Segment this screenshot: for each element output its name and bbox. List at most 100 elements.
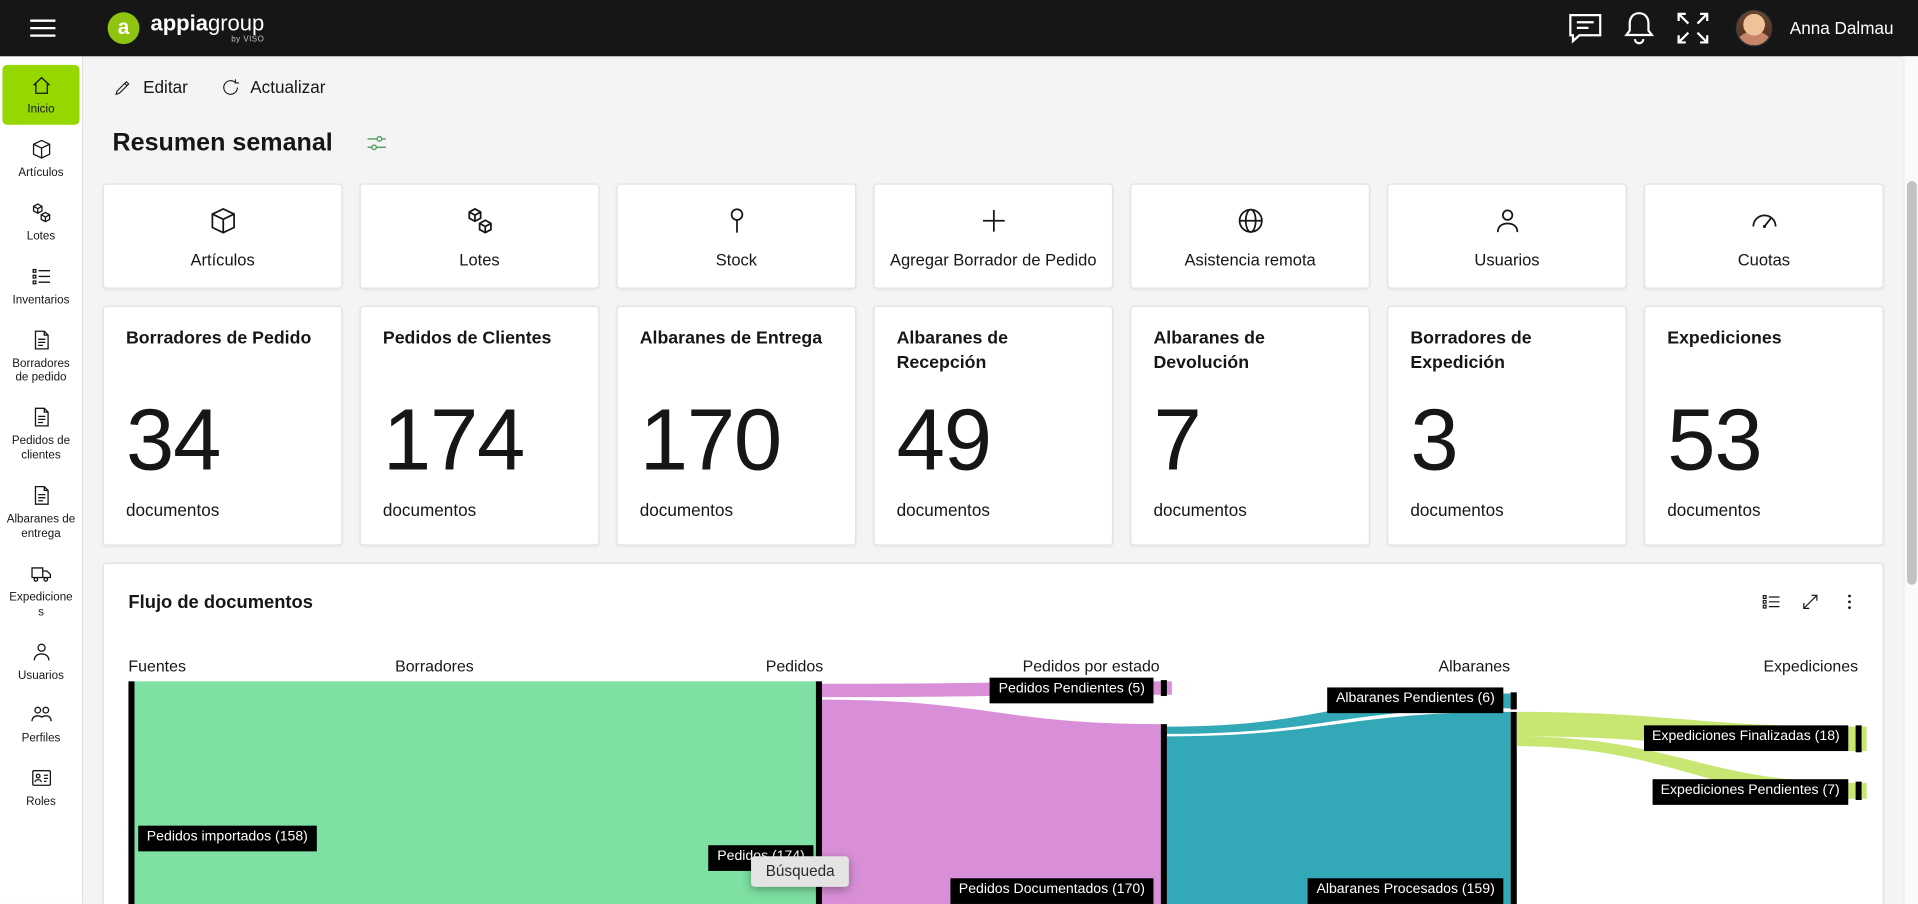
stat-card-borradores-de-expedicion[interactable]: Borradores de Expedición 3 documentos: [1387, 305, 1627, 546]
sankey-label-expediciones-pendientes[interactable]: Expediciones Pendientes (7): [1652, 779, 1849, 805]
overflow-menu-button[interactable]: [1834, 586, 1866, 618]
sankey-node-albaranes-pendientes[interactable]: [1510, 692, 1517, 710]
user-avatar[interactable]: [1735, 9, 1773, 47]
sidebar-item-inicio[interactable]: Inicio: [2, 64, 80, 125]
stat-value: 53: [1667, 392, 1762, 490]
refresh-icon: [220, 76, 241, 97]
sidebar-item-label: Pedidos de clientes: [11, 434, 71, 463]
box-icon: [206, 204, 239, 237]
box-icon: [29, 137, 53, 161]
stat-card-albaranes-de-devolucion[interactable]: Albaranes de Devolución 7 documentos: [1130, 305, 1370, 546]
sankey-node-expediciones-finalizadas[interactable]: [1855, 725, 1862, 753]
quick-action-asistencia-remota[interactable]: Asistencia remota: [1130, 183, 1370, 289]
quick-action-label: Artículos: [190, 250, 255, 269]
sidebar-item-borradores-de-pedido[interactable]: Borradores de pedido: [2, 319, 79, 393]
quick-action-cuotas[interactable]: Cuotas: [1643, 183, 1884, 289]
sankey-node-expediciones-pendientes[interactable]: [1855, 781, 1862, 800]
sankey-node-pedidos-pendientes[interactable]: [1160, 680, 1167, 697]
quick-action-lotes[interactable]: Lotes: [359, 183, 600, 289]
sidebar-item-expediciones[interactable]: Expediciones: [2, 553, 79, 627]
kebab-icon: [1838, 591, 1860, 613]
sankey-flow-importados-pedidos[interactable]: [134, 681, 816, 904]
plus-icon: [977, 204, 1010, 237]
roles-icon: [29, 766, 53, 790]
user-name[interactable]: Anna Dalmau: [1789, 18, 1894, 38]
chat-button[interactable]: [1565, 7, 1607, 49]
user-icon: [1490, 204, 1523, 237]
column-label-expediciones: Expediciones: [1763, 656, 1859, 676]
quick-action-label: Agregar Borrador de Pedido: [889, 250, 1097, 269]
quick-action-label: Asistencia remota: [1184, 250, 1316, 269]
logo-byline: by VISO: [231, 35, 265, 44]
vertical-scrollbar[interactable]: [1903, 56, 1918, 904]
sidebar-item-albaranes-de-entrega[interactable]: Albaranes de entrega: [2, 475, 79, 549]
sidebar-item-inventarios[interactable]: Inventarios: [2, 255, 79, 315]
stat-title: Albaranes de Devolución: [1153, 329, 1265, 374]
quick-action-usuarios[interactable]: Usuarios: [1387, 183, 1627, 289]
stat-card-borradores-de-pedido[interactable]: Borradores de Pedido 34 documentos: [102, 305, 343, 546]
sidebar-item-label: Inicio: [27, 102, 55, 117]
settings-adjust-button[interactable]: [365, 130, 392, 157]
hamburger-icon: [24, 10, 61, 47]
sankey-label-pedidos-importados[interactable]: Pedidos importados (158): [138, 825, 317, 851]
stat-unit: documentos: [1153, 500, 1247, 520]
sidebar-item-label: Inventarios: [12, 293, 70, 307]
scrollbar-thumb[interactable]: [1906, 181, 1917, 585]
column-label-estado: Pedidos por estado: [1022, 656, 1160, 676]
stat-card-expediciones[interactable]: Expediciones 53 documentos: [1643, 305, 1884, 546]
sidebar: Inicio Artículos Lotes Inventarios Borradore…: [0, 56, 84, 904]
expand-button[interactable]: [1794, 586, 1826, 618]
sankey-label-expediciones-finalizadas[interactable]: Expediciones Finalizadas (18): [1643, 725, 1849, 751]
sidebar-item-perfiles[interactable]: Perfiles: [2, 694, 79, 754]
sidebar-item-lotes[interactable]: Lotes: [2, 192, 79, 252]
chat-icon: [1565, 7, 1607, 49]
stat-card-pedidos-de-clientes[interactable]: Pedidos de Clientes 174 documentos: [359, 305, 600, 546]
stat-unit: documentos: [1410, 500, 1504, 520]
sankey-node-fuentes[interactable]: [128, 681, 135, 904]
sidebar-item-articulos[interactable]: Artículos: [2, 128, 79, 188]
sankey-label-albaranes-procesados[interactable]: Albaranes Procesados (159): [1307, 878, 1504, 904]
quick-action-stock[interactable]: Stock: [616, 183, 857, 289]
stat-card-albaranes-de-recepcion[interactable]: Albaranes de Recepción 49 documentos: [873, 305, 1114, 546]
sankey-label-pedidos-documentados[interactable]: Pedidos Documentados (170): [950, 878, 1154, 904]
app-logo: a appiagroup by VISO: [107, 12, 265, 45]
sankey-node-tick: [1505, 693, 1511, 709]
stats-row: Borradores de Pedido 34 documentos Pedidos …: [102, 305, 1884, 546]
legend-button[interactable]: [1755, 586, 1787, 618]
edit-button[interactable]: Editar: [113, 76, 188, 97]
sankey-node-pedidos-documentados[interactable]: [1160, 724, 1167, 904]
refresh-label: Actualizar: [250, 77, 326, 97]
logo-icon: a: [107, 12, 140, 45]
sankey-flow-pedidos-documentados[interactable]: [821, 699, 1161, 904]
title-row: Resumen semanal: [113, 122, 1884, 164]
document-icon: [29, 327, 53, 351]
sidebar-item-pedidos-de-clientes[interactable]: Pedidos de clientes: [2, 397, 79, 471]
page-title: Resumen semanal: [112, 128, 333, 157]
users-icon: [29, 703, 53, 727]
top-bar: a appiagroup by VISO: [0, 0, 1918, 57]
quick-action-agregar-borrador-de-pedido[interactable]: Agregar Borrador de Pedido: [873, 183, 1114, 289]
quick-action-articulos[interactable]: Artículos: [102, 183, 343, 289]
pin-icon: [720, 204, 753, 237]
stat-unit: documentos: [1667, 500, 1761, 520]
globe-icon: [1234, 204, 1267, 237]
sankey-label-pedidos-pendientes[interactable]: Pedidos Pendientes (5): [990, 677, 1154, 703]
column-label-albaranes: Albaranes: [1438, 656, 1511, 676]
fullscreen-icon: [1672, 7, 1714, 49]
sankey-flow-documentados-albaranes-procesados[interactable]: [1166, 711, 1511, 904]
notifications-button[interactable]: [1619, 7, 1661, 49]
sliders-icon: [365, 131, 392, 155]
refresh-button[interactable]: Actualizar: [220, 76, 326, 97]
sankey-node-pedidos[interactable]: [815, 681, 822, 904]
fullscreen-button[interactable]: [1672, 7, 1714, 49]
sidebar-item-usuarios[interactable]: Usuarios: [2, 631, 79, 691]
sankey-node-tick: [1861, 726, 1867, 752]
panel-header: Flujo de documentos: [104, 564, 1883, 618]
sankey-label-albaranes-pendientes[interactable]: Albaranes Pendientes (6): [1327, 687, 1504, 713]
stat-value: 49: [896, 392, 992, 490]
sankey-node-albaranes-procesados[interactable]: [1510, 711, 1517, 904]
stat-card-albaranes-de-entrega[interactable]: Albaranes de Entrega 170 documentos: [616, 305, 857, 546]
list-icon: [29, 264, 53, 288]
menu-button[interactable]: [24, 10, 61, 47]
sidebar-item-roles[interactable]: Roles: [2, 757, 79, 817]
